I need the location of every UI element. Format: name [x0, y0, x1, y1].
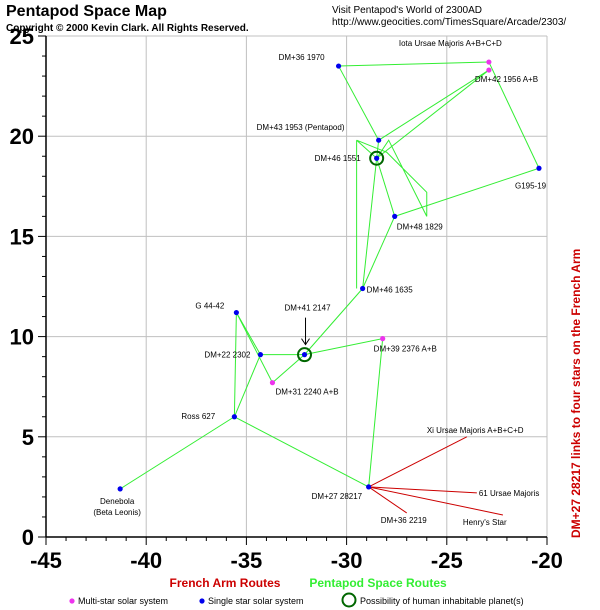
- pentapod-route: [235, 312, 273, 383]
- star-dm41[interactable]: [301, 352, 308, 358]
- y-tick-label: 10: [10, 325, 34, 350]
- route-layer: [119, 61, 540, 516]
- pentapod-route: [234, 416, 369, 488]
- star-g44[interactable]: [233, 309, 239, 316]
- pentapod-route: [304, 338, 383, 356]
- grid-layer: [45, 35, 548, 538]
- star-label-dm39: DM+39 2376 A+B: [374, 345, 437, 354]
- star-label-g44: G 44-42: [195, 302, 224, 311]
- star-dm48[interactable]: [392, 213, 398, 219]
- star-label-denebola-sub: (Beta Leonis): [93, 508, 141, 517]
- y-tick-label: 20: [10, 124, 34, 149]
- star-label-dm48: DM+48 1829: [397, 222, 444, 231]
- y-tick-label: 0: [22, 525, 34, 550]
- star-label-dm36_1970: DM+36 1970: [279, 53, 326, 62]
- pentapod-route: [362, 158, 378, 289]
- x-tick-label: -35: [231, 548, 263, 573]
- pentapod-route: [376, 140, 380, 159]
- star-denebola[interactable]: [117, 486, 123, 492]
- pentapod-route: [376, 158, 396, 217]
- pentapod-route-path: [356, 139, 428, 217]
- pentapod-route: [362, 216, 396, 289]
- star-label-ross: Ross 627: [181, 412, 215, 421]
- legend-french-routes: French Arm Routes: [170, 576, 281, 590]
- star-dm31[interactable]: [269, 380, 276, 386]
- pentapod-route: [338, 65, 380, 141]
- star-dm36_1970[interactable]: [335, 63, 342, 69]
- visit-url[interactable]: http://www.geocities.com/TimesSquare/Arc…: [332, 17, 566, 28]
- star-label-dm46_1551: DM+46 1551: [315, 154, 362, 163]
- annotation-dm41: DM+41 2147: [285, 304, 332, 313]
- star-dm46_1551[interactable]: [374, 155, 380, 161]
- star-label-dm31: DM+31 2240 A+B: [275, 388, 338, 397]
- star-label-dm46_1635: DM+46 1635: [367, 286, 414, 295]
- pentapod-route: [394, 167, 540, 217]
- pentapod-route: [376, 69, 490, 159]
- habitable-ring: [369, 150, 385, 166]
- star-ross[interactable]: [231, 414, 237, 420]
- star-label-dm22: DM+22 2302: [204, 351, 251, 360]
- x-tick-label: -30: [331, 548, 363, 573]
- legend-pentapod-routes: Pentapod Space Routes: [309, 576, 447, 590]
- legend-habitable-ring-icon: [341, 592, 357, 608]
- legend-habitable: Possibility of human inhabitable planet(…: [360, 596, 524, 606]
- french-dest-label: Xi Ursae Majoris A+B+C+D: [427, 426, 524, 435]
- french-route: [368, 436, 468, 488]
- star-dm42[interactable]: [486, 67, 492, 73]
- x-tick-label: -45: [30, 548, 62, 573]
- star-iota[interactable]: [486, 59, 492, 65]
- y-tick-label: 25: [10, 24, 34, 49]
- star-layer: [117, 59, 542, 492]
- french-route: [368, 486, 477, 494]
- legend-single-star-icon: [199, 598, 205, 604]
- x-tick-label: -40: [130, 548, 162, 573]
- star-label-denebola: Denebola: [100, 497, 135, 506]
- pentapod-route: [233, 312, 237, 417]
- french-arm-side-note: DM+27 28217 links to four stars on the F…: [569, 249, 583, 538]
- star-label-dm27: DM+27 28217: [312, 492, 363, 501]
- pentapod-route: [368, 338, 384, 487]
- annotation-arrow-head: [301, 338, 310, 346]
- pentapod-route: [338, 61, 489, 67]
- star-label-iota: Iota Ursae Majoris A+B+C+D: [399, 39, 502, 48]
- x-tick-label: -20: [531, 548, 563, 573]
- star-dm43[interactable]: [376, 137, 382, 143]
- french-dest-label: DM+36 2219: [381, 516, 428, 525]
- visit-line: Visit Pentapod's World of 2300AD: [332, 5, 482, 16]
- legend-multi-star-icon: [69, 598, 75, 604]
- y-tick-label: 5: [22, 425, 34, 450]
- french-dest-label: 61 Ursae Majoris: [479, 489, 539, 498]
- pentapod-route: [119, 416, 235, 490]
- star-label-dm42: DM+42 1956 A+B: [475, 75, 538, 84]
- french-dest-label: Henry's Star: [463, 518, 507, 527]
- pentapod-route: [233, 354, 261, 417]
- star-dm22[interactable]: [257, 352, 264, 358]
- star-dm39[interactable]: [380, 336, 386, 342]
- pentapod-route: [304, 288, 364, 355]
- pentapod-route: [488, 61, 540, 169]
- star-label-g195: G195-19: [515, 181, 547, 190]
- french-route: [368, 486, 504, 516]
- y-tick-label: 15: [10, 224, 34, 249]
- star-label-dm43: DM+43 1953 (Pentapod): [257, 123, 345, 132]
- star-g195[interactable]: [536, 165, 542, 171]
- copyright-line: Copyright © 2000 Kevin Clark. All Rights…: [6, 23, 249, 34]
- star-dm46_1635[interactable]: [360, 285, 366, 292]
- habitable-ring: [297, 347, 313, 363]
- x-tick-label: -25: [431, 548, 463, 573]
- label-layer: Iota Ursae Majoris A+B+C+D DM+42 1956 A+B…: [93, 39, 546, 527]
- map-title: Pentapod Space Map: [6, 3, 167, 20]
- star-dm27[interactable]: [366, 484, 372, 490]
- axis-layer: 0 5 10 15 20 25 -45 -40 -35 -30 -25 -20: [10, 24, 563, 573]
- legend-single-star: Single star solar system: [208, 596, 304, 606]
- pentapod-route: [378, 69, 490, 141]
- legend-multi-star: Multi-star solar system: [78, 596, 168, 606]
- french-route: [368, 486, 408, 514]
